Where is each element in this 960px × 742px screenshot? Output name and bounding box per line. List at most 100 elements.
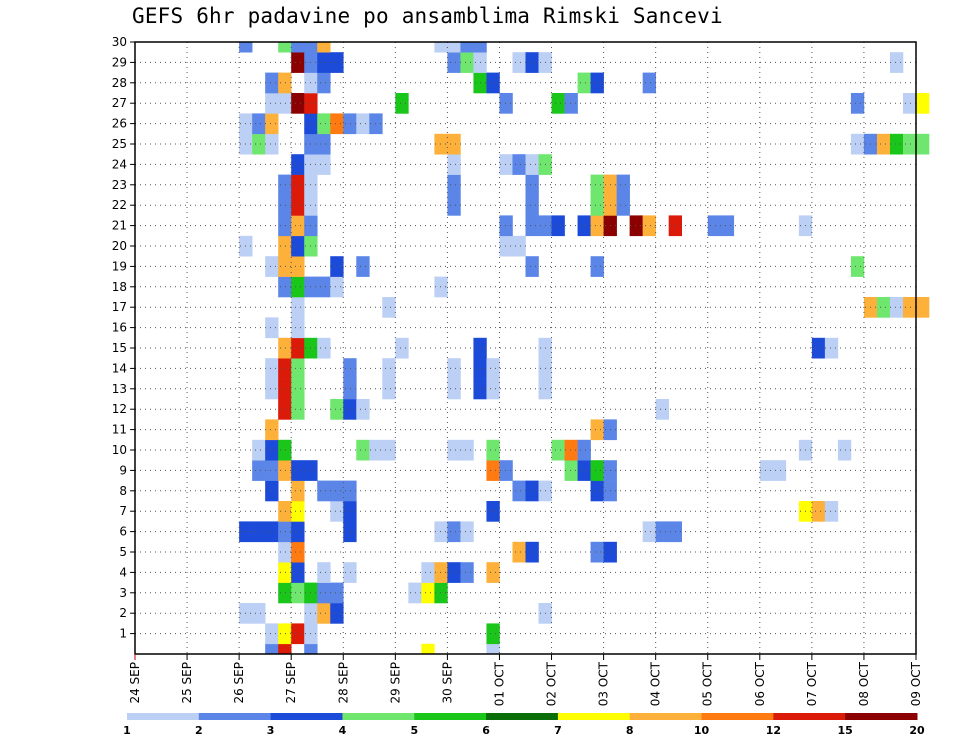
heatmap-cell bbox=[291, 521, 305, 543]
heatmap-cell bbox=[317, 42, 331, 53]
heatmap-cell bbox=[486, 439, 500, 461]
heatmap-cell bbox=[525, 256, 539, 277]
heatmap-cell bbox=[590, 72, 604, 94]
heatmap-cell bbox=[434, 133, 448, 155]
x-tick-label: 03 OCT bbox=[597, 661, 611, 706]
x-tick-label: 27 SEP bbox=[284, 662, 298, 704]
heatmap-cell bbox=[265, 480, 279, 502]
heatmap-cell bbox=[278, 439, 292, 461]
heatmap-cell bbox=[889, 52, 904, 73]
x-tick-label: 02 OCT bbox=[545, 661, 559, 706]
heatmap-cell bbox=[317, 113, 331, 135]
heatmap-cell bbox=[278, 582, 292, 604]
y-tick-label: 26 bbox=[112, 117, 127, 131]
y-tick-label: 24 bbox=[112, 157, 127, 171]
heatmap-cell bbox=[343, 113, 357, 135]
y-tick-label: 7 bbox=[119, 504, 127, 518]
heatmap-cell bbox=[447, 42, 461, 53]
colorbar-segment bbox=[557, 713, 631, 720]
heatmap-cell bbox=[265, 419, 279, 441]
heatmap-cell bbox=[460, 42, 474, 53]
colorbar-label: 6 bbox=[482, 724, 490, 737]
heatmap-cell bbox=[889, 133, 904, 155]
heatmap-cell bbox=[291, 154, 305, 175]
heatmap-cell bbox=[824, 501, 839, 522]
heatmap-cell bbox=[434, 42, 448, 53]
heatmap-cell bbox=[291, 337, 305, 359]
y-tick-label: 15 bbox=[112, 341, 127, 355]
heatmap-cell bbox=[252, 133, 266, 155]
y-tick-label: 16 bbox=[112, 321, 127, 335]
heatmap-cell bbox=[577, 460, 591, 481]
heatmap-cell bbox=[330, 256, 344, 277]
heatmap-cell bbox=[434, 562, 448, 583]
heatmap-cell bbox=[291, 582, 305, 604]
heatmap-cell bbox=[551, 93, 565, 114]
heatmap-cell bbox=[447, 195, 461, 216]
heatmap-cell bbox=[343, 480, 357, 502]
heatmap-cell bbox=[356, 256, 370, 277]
heatmap-cell bbox=[486, 358, 500, 379]
y-tick-label: 5 bbox=[119, 545, 127, 559]
heatmap-cell bbox=[811, 337, 826, 359]
y-tick-label: 11 bbox=[112, 423, 127, 437]
heatmap-cell bbox=[512, 235, 526, 257]
heatmap-cell bbox=[291, 358, 305, 379]
heatmap-cell bbox=[265, 378, 279, 400]
heatmap-cell bbox=[590, 541, 604, 563]
heatmap-cell bbox=[252, 439, 266, 461]
colorbar-segment bbox=[342, 713, 415, 720]
heatmap-cell bbox=[265, 643, 279, 655]
heatmap-cell bbox=[642, 72, 656, 94]
heatmap-cell bbox=[629, 215, 643, 237]
heatmap-cell bbox=[291, 215, 305, 237]
y-tick-label: 25 bbox=[112, 137, 127, 151]
heatmap-cell bbox=[291, 501, 305, 522]
y-tick-label: 22 bbox=[112, 198, 127, 212]
heatmap-cell bbox=[291, 541, 305, 563]
x-tick-label: 26 SEP bbox=[232, 662, 246, 704]
colorbar-label: 5 bbox=[410, 724, 418, 737]
heatmap-cell bbox=[616, 195, 630, 216]
heatmap-cell bbox=[447, 521, 461, 543]
heatmap-cell bbox=[291, 378, 305, 400]
heatmap-cell bbox=[330, 480, 344, 502]
heatmap-cell bbox=[486, 460, 500, 481]
heatmap-cell bbox=[291, 480, 305, 502]
colorbar-label: 3 bbox=[267, 724, 275, 737]
colorbar-label: 15 bbox=[838, 724, 853, 737]
heatmap-cell bbox=[265, 113, 279, 135]
heatmap-cell bbox=[382, 297, 396, 318]
heatmap-cell bbox=[304, 42, 318, 53]
y-tick-label: 10 bbox=[112, 443, 127, 457]
colorbar-segment bbox=[629, 713, 703, 720]
heatmap-cell bbox=[421, 643, 435, 655]
heatmap-cell bbox=[824, 337, 839, 359]
colorbar-segment bbox=[845, 713, 918, 720]
heatmap-cell bbox=[434, 276, 448, 298]
x-tick-label: 07 OCT bbox=[805, 661, 819, 706]
heatmap-cell bbox=[525, 174, 539, 196]
colorbar-label: 7 bbox=[554, 724, 562, 737]
heatmap-cell bbox=[447, 358, 461, 379]
heatmap-cell bbox=[590, 256, 604, 277]
heatmap-cell bbox=[278, 562, 292, 583]
x-axis: 24 SEP 25 SEP 26 SEP 27 SEP 28 SEP 29 SEP 30 S… bbox=[128, 654, 923, 706]
y-tick-label: 23 bbox=[112, 178, 127, 192]
heatmap-cell bbox=[499, 235, 513, 257]
heatmap-cell bbox=[356, 439, 370, 461]
heatmap-cell bbox=[707, 215, 722, 237]
y-tick-label: 18 bbox=[112, 280, 127, 294]
heatmap-cell bbox=[278, 215, 292, 237]
heatmap-cell bbox=[291, 42, 305, 53]
heatmap-cell bbox=[460, 562, 474, 583]
x-tick-label: 04 OCT bbox=[649, 661, 663, 706]
x-tick-label: 25 SEP bbox=[180, 662, 194, 704]
heatmap-cell bbox=[291, 174, 305, 196]
heatmap-cell bbox=[512, 154, 526, 175]
heatmap-cell bbox=[655, 399, 669, 420]
heatmap-cell bbox=[564, 93, 578, 114]
y-tick-label: 13 bbox=[112, 382, 127, 396]
heatmap-cell bbox=[551, 215, 565, 237]
colorbar-segment bbox=[127, 713, 200, 720]
